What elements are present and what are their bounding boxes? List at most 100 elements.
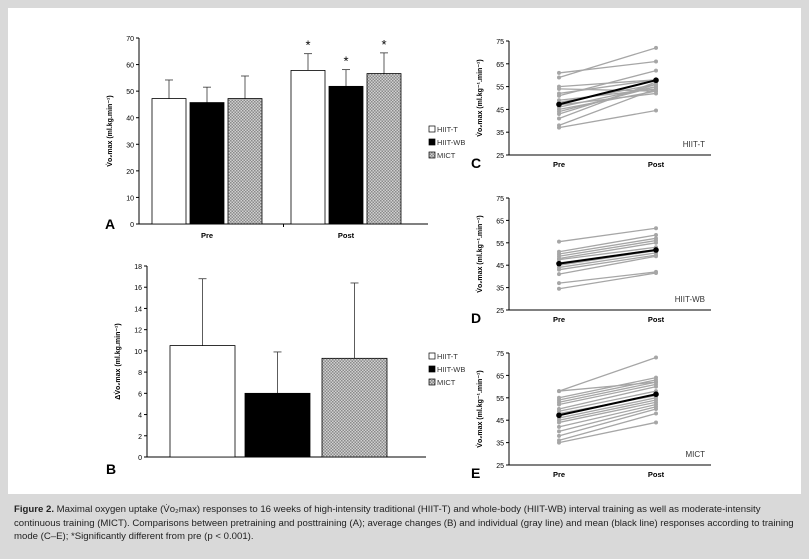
mean-line [558,79,657,106]
legend-swatch [428,352,436,360]
y-tick-label: 55 [496,85,504,92]
individual-point [557,389,561,394]
individual-line [558,390,657,412]
bar [328,85,364,225]
individual-line [558,88,657,126]
y-axis-label: ΔV̇o₂max (ml.kg.min⁻¹) [114,323,122,399]
y-tick-label: 60 [126,63,134,70]
mean-point [556,260,562,267]
group-label: MICT [685,450,705,459]
individual-point [654,384,658,389]
panel-label: A [105,216,115,232]
y-tick-label: 45 [496,418,504,425]
individual-line [558,397,657,419]
y-tick-label: 20 [126,169,134,176]
x-category-label: Pre [553,160,565,169]
legend-label: HIIT-WB [437,138,465,147]
individual-line [558,234,657,253]
individual-point [654,271,658,276]
individual-line [558,246,657,261]
individual-point [654,232,658,237]
individual-line [558,81,657,120]
bar [169,345,236,458]
individual-point [654,355,658,360]
y-tick-label: 45 [496,107,504,114]
individual-point [557,267,561,272]
individual-line [558,379,657,401]
y-tick-label: 2 [138,434,142,441]
individual-point [557,75,561,80]
individual-line [558,252,657,269]
individual-point [654,45,658,50]
individual-point [557,86,561,91]
x-category-label: Pre [553,470,565,479]
individual-line [558,109,657,129]
y-tick-label: 65 [496,62,504,69]
individual-point [557,70,561,75]
panel-label: D [471,310,481,326]
individual-line [558,377,657,399]
individual-point [557,433,561,438]
y-tick-label: 70 [126,36,134,43]
individual-line [558,242,657,260]
panel-label: E [471,465,480,481]
y-tick-label: 55 [496,241,504,248]
x-category-label: Pre [553,315,565,324]
individual-line [558,60,657,74]
individual-point [557,93,561,98]
legend-swatch [428,125,436,133]
individual-point [557,424,561,429]
y-tick-label: 8 [138,370,142,377]
bar [227,98,263,225]
significance-marker: * [343,54,348,69]
y-tick-label: 65 [496,218,504,225]
individual-line [558,421,657,444]
y-tick-label: 35 [496,130,504,137]
individual-line [558,399,657,421]
individual-point [557,429,561,434]
legend-swatch [428,378,436,386]
y-tick-label: 4 [138,413,142,420]
panel-label: C [471,155,481,171]
individual-point [654,254,658,259]
individual-line [558,237,657,255]
legend-label: HIIT-WB [437,365,465,374]
bar [290,70,326,225]
individual-line [558,406,657,433]
individual-line [558,383,657,406]
individual-line [558,239,657,257]
y-tick-label: 10 [126,195,134,202]
individual-line [558,83,657,115]
bar [244,392,311,458]
x-category-label: Post [648,315,665,324]
legend-swatch [428,138,436,146]
y-tick-label: 50 [126,89,134,96]
mean-line [558,248,657,265]
legend-label: HIIT-T [437,125,458,134]
legend-label: HIIT-T [437,352,458,361]
individual-point [557,402,561,407]
group-label: HIIT-T [683,140,705,149]
individual-line [558,227,657,243]
legend-label: MICT [437,151,456,160]
individual-line [558,412,657,441]
individual-line [558,255,657,275]
y-tick-label: 18 [134,264,142,271]
individual-line [558,254,657,271]
individual-line [558,47,657,79]
y-axis-label: V̇o₂max (ml.kg⁻¹.min⁻¹) [476,370,484,447]
x-category-label: Post [648,160,665,169]
mean-point [556,101,562,108]
individual-line [558,271,657,284]
individual-line [558,70,657,97]
legend-swatch [428,365,436,373]
individual-point [654,86,658,91]
y-tick-label: 10 [134,349,142,356]
individual-point [557,420,561,425]
individual-point [654,226,658,231]
individual-line [558,408,657,437]
panel-label: B [106,461,116,477]
significance-marker: * [305,38,310,53]
y-axis-label: V̇o₂max (ml.kg.min⁻¹) [106,95,114,166]
